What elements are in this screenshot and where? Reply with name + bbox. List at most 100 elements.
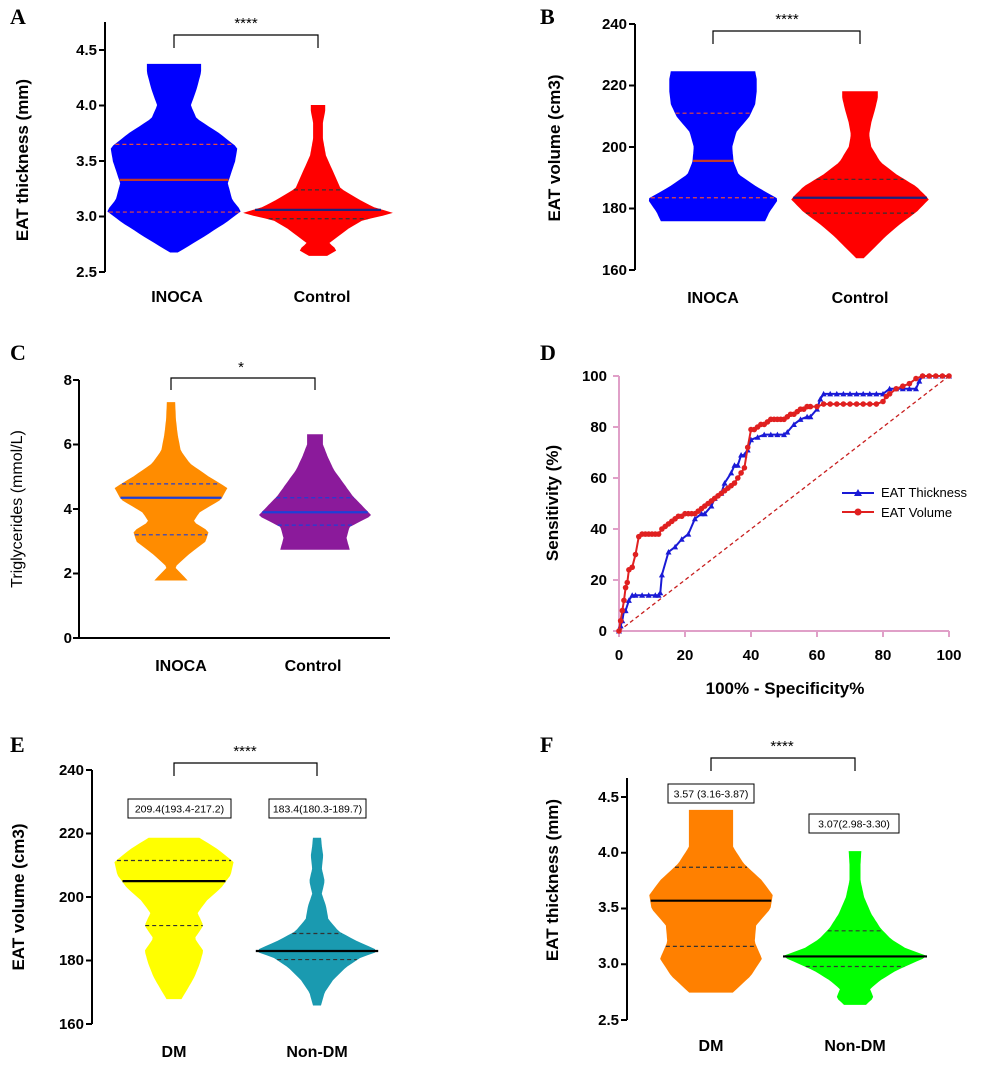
panel-d-ytick-3: 60 [590, 470, 607, 487]
panel-c-violins [114, 402, 372, 581]
panel-d-point-eat-volume-5 [624, 579, 631, 586]
panel-a-ytick-0: 2.5 [76, 264, 97, 281]
panel-d-point-eat-thickness-16 [678, 536, 685, 542]
panel-d-point-eat-thickness-52 [873, 390, 880, 397]
panel-d-ytick-5: 100 [582, 368, 607, 385]
panel-c-category-1: Control [285, 658, 342, 675]
panel-d-point-eat-volume-39 [735, 475, 741, 481]
panel-a-violin-inoca [107, 63, 241, 253]
panel-e-violin-dm [114, 837, 234, 1000]
panel-f-category-1: Non-DM [824, 1038, 885, 1055]
panel-c-ytick-0: 0 [64, 630, 72, 647]
panel-f: F EAT thickness (mm) 2.5 3.0 3.5 4.0 4.5… [540, 732, 927, 1055]
panel-b-ytick-0: 160 [602, 262, 627, 279]
panel-f-ytick-0: 2.5 [598, 1012, 619, 1029]
panel-letter-f: F [540, 732, 553, 757]
panel-d-point-eat-thickness-13 [658, 571, 665, 578]
panel-c-ticks [73, 379, 79, 639]
panel-d-point-eat-volume-2 [619, 607, 626, 614]
panel-d-point-eat-thickness-46 [833, 390, 840, 397]
panel-d-xtick-4: 80 [875, 647, 892, 664]
panel-d-y-axis-title: Sensitivity (%) [543, 445, 562, 561]
panel-a-y-axis-title: EAT thickness (mm) [13, 79, 32, 241]
panel-d-point-eat-thickness-15 [672, 543, 679, 550]
panel-d-line-eat-volume [618, 375, 949, 632]
panel-f-ticks [621, 796, 627, 1021]
panel-b-significance: **** [712, 11, 861, 44]
panel-d-point-eat-volume-41 [741, 465, 748, 471]
panel-f-significance: **** [710, 738, 856, 771]
panel-d-point-eat-volume-7 [629, 564, 635, 571]
panel-c-ytick-4: 8 [64, 372, 72, 389]
panel-d-point-eat-thickness-18 [691, 515, 698, 522]
panel-d-point-eat-volume-80 [926, 373, 932, 379]
panel-e-annotation-1-text: 183.4(180.3-189.7) [273, 804, 362, 816]
panel-a-significance: **** [173, 15, 319, 48]
panel-d-point-eat-thickness-41 [807, 413, 814, 420]
panel-c-ytick-3: 6 [64, 436, 72, 453]
panel-d-line-reference [618, 375, 950, 632]
panel-b-ytick-1: 180 [602, 200, 627, 217]
panel-e-annotation-1: 183.4(180.3-189.7) [268, 798, 367, 819]
panel-a-violins [107, 63, 393, 256]
panel-letter-b: B [540, 4, 555, 29]
panel-b-violin-control [791, 91, 929, 259]
panel-e-significance-stars: **** [233, 743, 257, 760]
panel-d-point-eat-thickness-8 [639, 592, 646, 598]
panel-d: D Sensitivity (%) 100% - Specificity% 0 … [540, 340, 967, 698]
panel-f-violins [649, 809, 927, 1005]
panel-a-significance-bracket [173, 34, 319, 48]
panel-d-legend: EAT Thickness EAT Volume [842, 485, 967, 520]
panel-d-point-eat-thickness-17 [685, 531, 692, 537]
panel-d-point-eat-thickness-58 [913, 385, 919, 392]
panel-c-significance: * [170, 359, 316, 390]
panel-d-point-eat-volume-70 [867, 401, 873, 407]
panel-c-significance-stars: * [238, 359, 244, 376]
panel-d-point-eat-volume-66 [840, 401, 847, 407]
panel-d-point-eat-volume-81 [933, 373, 939, 379]
panel-d-xtick-5: 100 [936, 647, 961, 664]
panel-d-point-eat-thickness-43 [817, 395, 824, 402]
panel-d-point-eat-volume-79 [919, 373, 926, 379]
panel-d-point-eat-thickness-51 [866, 390, 873, 397]
panel-e-annotation-0: 209.4(193.4-217.2) [127, 798, 232, 819]
panel-d-xtick-2: 40 [743, 647, 760, 664]
panel-a-ytick-4: 4.5 [76, 42, 97, 59]
panel-d-point-eat-volume-78 [913, 375, 919, 382]
legend-marker-eat-volume [854, 508, 862, 516]
panel-d-point-eat-volume-71 [873, 401, 880, 407]
panel-d-point-eat-thickness-49 [853, 390, 860, 397]
panel-b-y-axis-title: EAT volume (cm3) [545, 74, 564, 221]
panel-d-point-eat-thickness-14 [665, 548, 672, 555]
panel-d-xtick-1: 20 [677, 647, 694, 664]
panel-d-point-eat-thickness-39 [797, 416, 804, 422]
panel-d-point-eat-volume-15 [655, 531, 662, 537]
panel-b-category-0: INOCA [687, 290, 739, 307]
panel-d-point-eat-thickness-34 [767, 431, 774, 438]
panel-f-ytick-3: 4.0 [598, 844, 619, 861]
panel-d-point-eat-volume-61 [807, 403, 814, 410]
panel-f-annotation-0: 3.57 (3.16-3.87) [667, 783, 755, 804]
panel-d-point-eat-thickness-37 [784, 429, 791, 435]
panel-d-point-eat-thickness-24 [721, 480, 728, 486]
panel-d-line-eat-thickness [618, 375, 949, 632]
panel-d-point-eat-thickness-5 [625, 597, 632, 603]
panel-b: B EAT volume (cm3) 160 180 200 220 240 *… [540, 4, 929, 307]
panel-e-ytick-1: 180 [59, 952, 84, 969]
panel-c-ytick-2: 4 [64, 501, 73, 518]
panel-d-point-eat-thickness-20 [701, 510, 708, 517]
panel-f-y-axis-title: EAT thickness (mm) [543, 799, 562, 961]
panel-d-point-eat-volume-67 [847, 401, 853, 407]
panel-e-category-1: Non-DM [286, 1044, 347, 1061]
panel-letter-e: E [10, 732, 25, 757]
panel-b-violins [648, 71, 929, 259]
panel-a-category-1: Control [294, 289, 351, 306]
panel-e-annotation-0-text: 209.4(193.4-217.2) [135, 804, 224, 816]
panel-f-ytick-4: 4.5 [598, 789, 619, 806]
panel-d-point-eat-thickness-36 [781, 431, 787, 438]
panel-e: E EAT volume (cm3) 160 180 200 220 240 *… [9, 732, 379, 1061]
panel-d-point-eat-volume-62 [814, 403, 820, 410]
panel-f-violin-non-dm [783, 851, 927, 1005]
panel-d-point-eat-thickness-44 [820, 390, 827, 397]
